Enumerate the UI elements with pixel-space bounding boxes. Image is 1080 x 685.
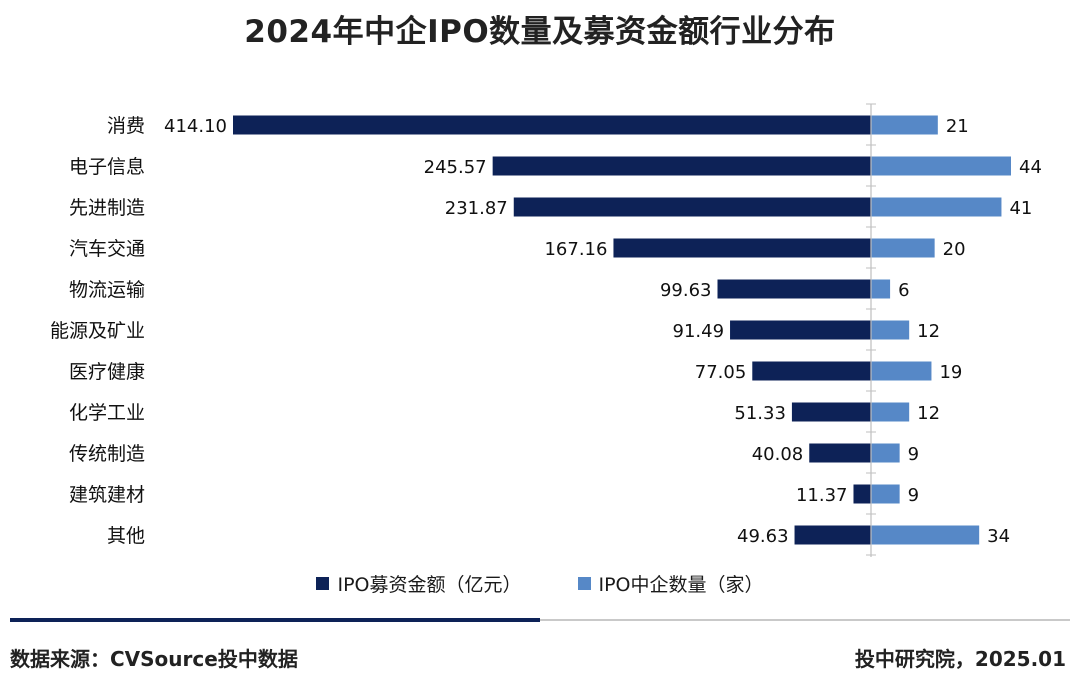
footer-rule — [540, 619, 1070, 621]
count-value-label: 19 — [939, 362, 962, 383]
amount-value-label: 99.63 — [660, 280, 712, 301]
amount-value-label: 49.63 — [737, 526, 789, 547]
legend-label-amount: IPO募资金额（亿元） — [337, 573, 522, 596]
category-label: 消费 — [107, 115, 145, 137]
amount-value-label: 231.87 — [445, 198, 508, 219]
count-value-label: 9 — [908, 444, 919, 465]
amount-bar — [853, 484, 871, 504]
count-value-label: 12 — [917, 321, 940, 342]
data-source: 数据来源：CVSource投中数据 — [10, 647, 298, 671]
amount-bar — [730, 320, 871, 340]
category-label: 能源及矿业 — [50, 320, 145, 342]
amount-value-label: 77.05 — [695, 362, 747, 383]
category-label: 传统制造 — [69, 443, 145, 465]
amount-value-label: 167.16 — [544, 239, 607, 260]
count-bar — [871, 197, 1002, 217]
category-label: 化学工业 — [69, 402, 145, 424]
category-labels: 消费电子信息先进制造汽车交通物流运输能源及矿业医疗健康化学工业传统制造建筑建材其… — [50, 115, 145, 547]
category-label: 建筑建材 — [69, 484, 145, 506]
count-bar — [871, 156, 1011, 176]
count-value-label: 12 — [917, 403, 940, 424]
amount-bar — [791, 402, 871, 422]
count-bar — [871, 484, 900, 504]
footer-rule-accent — [10, 618, 540, 622]
count-value-label: 9 — [908, 485, 919, 506]
amount-bar — [717, 279, 871, 299]
legend-label-count: IPO中企数量（家） — [598, 573, 764, 596]
count-bar — [871, 402, 910, 422]
amount-value-label: 51.33 — [734, 403, 786, 424]
amount-value-label: 245.57 — [424, 157, 487, 178]
count-bar — [871, 279, 891, 299]
amount-bar — [233, 115, 871, 135]
count-value-label: 44 — [1019, 157, 1042, 178]
amount-bar — [809, 443, 871, 463]
amount-value-label: 414.10 — [164, 116, 227, 137]
amount-bar — [752, 361, 871, 381]
legend-item-amount: IPO募资金额（亿元） — [316, 568, 522, 598]
category-label: 医疗健康 — [69, 361, 145, 383]
amount-value-label: 11.37 — [796, 485, 848, 506]
category-label: 汽车交通 — [69, 238, 145, 260]
category-label: 其他 — [107, 525, 145, 547]
legend-swatch-amount — [316, 576, 330, 590]
count-value-label: 21 — [946, 116, 969, 137]
count-bar — [871, 443, 900, 463]
legend-swatch-count — [577, 576, 591, 590]
count-bar — [871, 115, 938, 135]
count-value-label: 20 — [943, 239, 966, 260]
amount-bar — [794, 525, 871, 545]
count-bar — [871, 361, 932, 381]
count-bar — [871, 238, 935, 258]
diverging-bar-chart: 消费电子信息先进制造汽车交通物流运输能源及矿业医疗健康化学工业传统制造建筑建材其… — [50, 103, 1042, 557]
credit-line: 投中研究院，2025.01 — [854, 647, 1066, 671]
count-value-label: 41 — [1009, 198, 1032, 219]
legend: IPO募资金额（亿元） IPO中企数量（家） — [0, 568, 1080, 598]
amount-bar — [513, 197, 871, 217]
count-value-label: 6 — [898, 280, 909, 301]
amount-bars — [233, 115, 871, 545]
count-value-label: 34 — [987, 526, 1010, 547]
chart-title: 2024年中企IPO数量及募资金额行业分布 — [244, 14, 836, 50]
amount-bar — [492, 156, 871, 176]
category-label: 先进制造 — [69, 197, 145, 219]
center-axis — [866, 103, 876, 557]
category-label: 电子信息 — [69, 156, 145, 178]
count-bars — [871, 115, 1011, 545]
legend-item-count: IPO中企数量（家） — [577, 568, 764, 598]
amount-value-label: 91.49 — [673, 321, 725, 342]
count-bar — [871, 525, 980, 545]
amount-bar — [613, 238, 871, 258]
category-label: 物流运输 — [69, 279, 145, 301]
count-bar — [871, 320, 910, 340]
amount-value-label: 40.08 — [752, 444, 804, 465]
